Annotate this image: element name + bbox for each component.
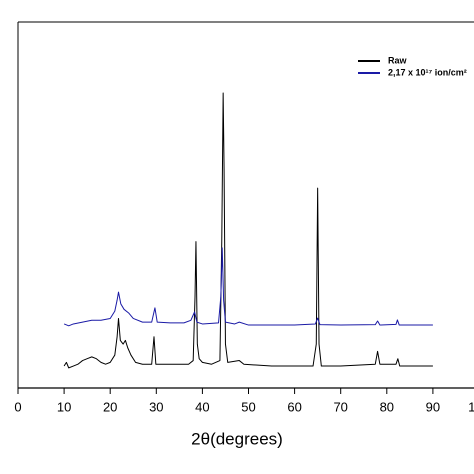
x-tick-label: 100 <box>468 399 474 414</box>
x-tick-label: 40 <box>195 399 209 414</box>
x-tick-label: 60 <box>287 399 301 414</box>
series-line <box>63 92 433 369</box>
series-line <box>63 247 433 327</box>
x-tick-label: 50 <box>241 399 255 414</box>
legend-label: Raw <box>388 55 408 65</box>
legend-label: 2,17 x 10¹⁷ ion/cm² <box>388 67 467 77</box>
x-tick-label: 10 <box>57 399 71 414</box>
x-axis-title: 2θ(degrees) <box>191 429 283 448</box>
x-tick-label: 70 <box>333 399 347 414</box>
x-tick-label: 0 <box>14 399 21 414</box>
x-tick-label: 90 <box>426 399 440 414</box>
x-tick-label: 80 <box>380 399 394 414</box>
x-tick-label: 20 <box>103 399 117 414</box>
x-tick-label: 30 <box>149 399 163 414</box>
